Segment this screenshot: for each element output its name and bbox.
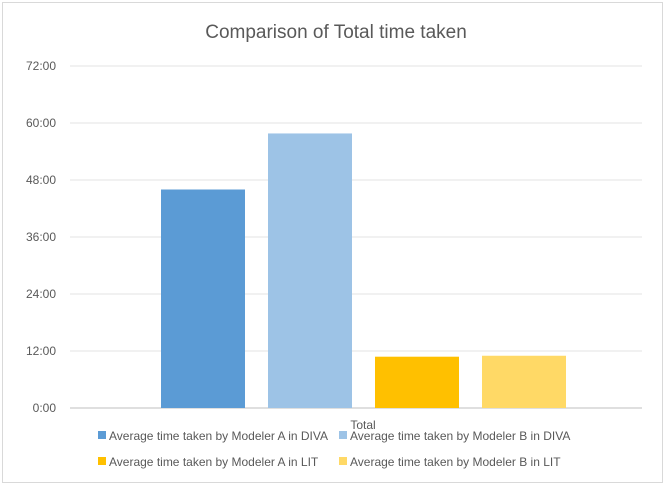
y-tick-label: 36:00 xyxy=(26,230,56,244)
y-tick-label: 0:00 xyxy=(33,401,57,415)
legend-swatch-4 xyxy=(339,457,347,465)
bar-series-3 xyxy=(375,356,459,408)
category-label: Total xyxy=(350,418,375,432)
legend-label-3: Average time taken by Modeler A in LIT xyxy=(109,455,319,469)
legend-swatch-1 xyxy=(98,431,106,439)
y-tick-label: 48:00 xyxy=(26,173,56,187)
legend-label-4: Average time taken by Modeler B in LIT xyxy=(350,455,561,469)
legend-swatch-3 xyxy=(98,457,106,465)
y-tick-label: 60:00 xyxy=(26,116,56,130)
y-tick-label: 24:00 xyxy=(26,287,56,301)
bar-series-4 xyxy=(482,355,566,408)
legend-label-2: Average time taken by Modeler B in DIVA xyxy=(350,429,570,443)
chart-title: Comparison of Total time taken xyxy=(205,22,467,43)
legend-label-1: Average time taken by Modeler A in DIVA xyxy=(109,429,328,443)
legend-swatch-2 xyxy=(339,431,347,439)
y-tick-label: 12:00 xyxy=(26,344,56,358)
bar-series-1 xyxy=(161,189,245,408)
y-tick-label: 72:00 xyxy=(26,59,56,73)
bar-series-2 xyxy=(268,133,352,408)
